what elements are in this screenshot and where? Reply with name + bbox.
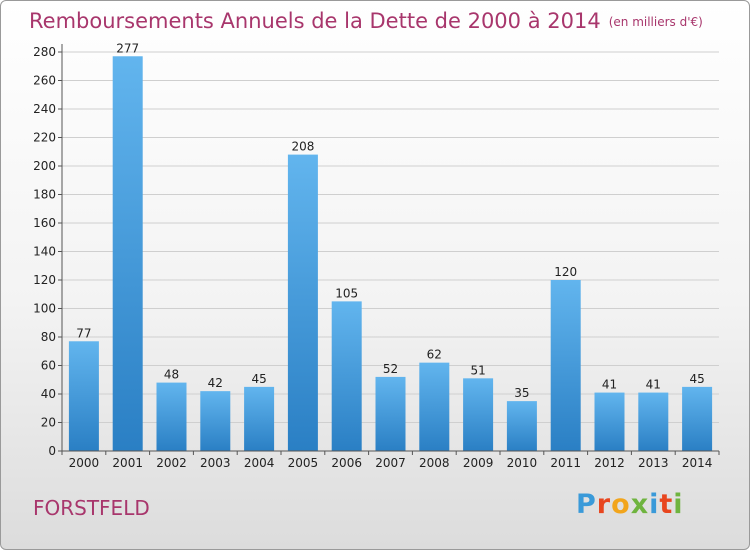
bar-2001: [112, 56, 143, 452]
data-label: 42: [208, 376, 223, 390]
bar-2004: [244, 386, 275, 451]
y-tick-label: 200: [33, 159, 56, 173]
bar-2002: [156, 382, 187, 451]
bar-2011: [550, 280, 581, 451]
title-text: Remboursements Annuels de la Dette de 20…: [29, 9, 601, 33]
y-tick-label: 280: [33, 45, 56, 59]
data-label: 120: [554, 265, 577, 279]
bar-2003: [200, 391, 231, 451]
data-label: 277: [116, 41, 139, 55]
y-tick-label: 120: [33, 273, 56, 287]
bar-2007: [375, 376, 406, 451]
x-tick-label: 2009: [463, 456, 494, 470]
x-axis-ticks: 2000 2001 2002 2003 2004 2005 2006 2007 2008 2009…: [61, 451, 720, 470]
bar-2013: [638, 392, 669, 451]
x-tick-label: 2008: [419, 456, 450, 470]
data-label: 52: [383, 362, 398, 376]
y-tick-label: 80: [41, 330, 56, 344]
y-tick-label: 60: [41, 359, 56, 373]
x-tick-label: 2012: [594, 456, 625, 470]
bar-2014: [682, 386, 713, 451]
data-label: 45: [251, 372, 266, 386]
bars: [68, 56, 713, 452]
bar-2009: [463, 378, 494, 451]
data-label: 77: [76, 326, 91, 340]
chart-title: Remboursements Annuels de la Dette de 20…: [29, 9, 703, 33]
commune-name: FORSTFELD: [33, 496, 150, 520]
y-tick-label: 20: [41, 416, 56, 430]
bar-2000: [68, 341, 99, 451]
data-label: 35: [514, 386, 529, 400]
logo-letter: x: [630, 489, 650, 520]
logo-letter: P: [576, 489, 597, 520]
data-label: 41: [646, 378, 661, 392]
x-tick-label: 2010: [507, 456, 538, 470]
data-label: 45: [689, 372, 704, 386]
x-tick-label: 2006: [331, 456, 362, 470]
x-tick-label: 2003: [200, 456, 231, 470]
x-tick-label: 2011: [550, 456, 581, 470]
y-tick-label: 140: [33, 245, 56, 259]
logo-letter: i: [673, 489, 684, 520]
y-tick-label: 180: [33, 188, 56, 202]
y-tick-label: 240: [33, 102, 56, 116]
axes: [61, 44, 719, 452]
x-tick-label: 2005: [288, 456, 319, 470]
x-tick-label: 2007: [375, 456, 406, 470]
data-label: 105: [335, 286, 358, 300]
logo-letter: i: [649, 489, 660, 520]
x-tick-label: 2000: [69, 456, 100, 470]
x-tick-label: 2001: [112, 456, 143, 470]
logo-letter: r: [596, 489, 612, 520]
y-tick-label: 160: [33, 216, 56, 230]
y-tick-label: 100: [33, 302, 56, 316]
data-label: 62: [427, 348, 442, 362]
bar-2005: [287, 154, 318, 451]
bar-2006: [331, 301, 362, 451]
y-axis-ticks: 0 20 40 60 80 100 120 140 160 180 200 220 240 260 280: [33, 45, 62, 458]
bar-2012: [594, 392, 625, 451]
proxiti-logo: Proxiti: [576, 489, 684, 520]
bar-2008: [419, 362, 450, 451]
x-tick-label: 2013: [638, 456, 669, 470]
y-tick-label: 0: [48, 444, 56, 458]
data-label: 41: [602, 378, 617, 392]
chart-subtitle: (en milliers d'€): [608, 15, 703, 29]
logo-letter: t: [659, 489, 674, 520]
bar-2010: [506, 401, 537, 451]
logo-letter: o: [611, 489, 631, 520]
x-tick-label: 2014: [682, 456, 713, 470]
y-tick-label: 40: [41, 387, 56, 401]
data-label: 208: [291, 140, 314, 154]
x-tick-label: 2002: [156, 456, 187, 470]
data-label: 51: [470, 363, 485, 377]
data-labels: 77 277 48 42 45 208 105 52 62 51 35 120 41 41 45: [76, 41, 704, 400]
data-label: 48: [164, 368, 179, 382]
x-tick-label: 2004: [244, 456, 275, 470]
y-tick-label: 260: [33, 74, 56, 88]
y-tick-label: 220: [33, 131, 56, 145]
